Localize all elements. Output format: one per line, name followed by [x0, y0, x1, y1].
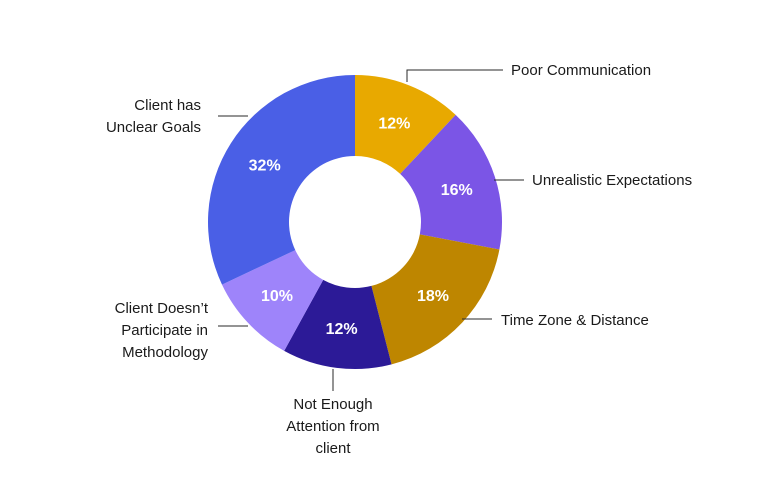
slice-client-doesn-t-participate-in-methodology: [221, 250, 324, 351]
percent-label-unrealistic-expectations: 16%: [441, 182, 473, 199]
category-label-line: Not Enough: [293, 396, 372, 413]
leader-lines-group: [218, 69, 524, 391]
category-label-line: Methodology: [122, 344, 208, 361]
category-label-client-doesn-t-participate-in-methodology: Client Doesn’t Participate in Methodology: [115, 300, 209, 361]
category-label-line: Time Zone & Distance: [501, 312, 649, 329]
percent-label-poor-communication: 12%: [378, 116, 410, 133]
category-labels-group: Poor Communication Unrealistic Expectatio…: [106, 62, 692, 457]
slice-client-has-unclear-goals: [207, 75, 355, 285]
leader-line-poor-communication: [406, 69, 503, 82]
category-label-time-zone-distance: Time Zone & Distance: [501, 312, 649, 329]
category-label-line: Participate in: [121, 322, 208, 339]
percent-labels-group: 12% 16% 18% 12% 10% 32%: [249, 116, 473, 339]
category-label-line: Client has: [134, 97, 201, 114]
category-label-not-enough-attention-from-client: Not Enough Attention from client: [286, 396, 379, 457]
category-label-client-has-unclear-goals: Client has Unclear Goals: [106, 97, 201, 136]
percent-label-time-zone-distance: 18%: [417, 288, 449, 305]
slice-poor-communication: [355, 75, 456, 174]
slice-unrealistic-expectations: [400, 114, 502, 250]
category-label-poor-communication: Poor Communication: [511, 62, 651, 79]
category-label-line: Attention from: [286, 418, 379, 435]
category-label-line: Unrealistic Expectations: [532, 172, 692, 189]
slices-group: [207, 75, 502, 369]
percent-label-client-has-unclear-goals: 32%: [249, 158, 281, 175]
slice-not-enough-attention-from-client: [284, 279, 392, 369]
category-label-line: client: [315, 440, 351, 457]
category-label-unrealistic-expectations: Unrealistic Expectations: [532, 172, 692, 189]
percent-label-not-enough-attention-from-client: 12%: [326, 321, 358, 338]
category-label-line: Client Doesn’t: [115, 300, 209, 317]
percent-label-client-doesn-t-participate-in-methodology: 10%: [261, 288, 293, 305]
slice-time-zone-distance: [371, 234, 500, 365]
category-label-line: Unclear Goals: [106, 119, 201, 136]
category-label-line: Poor Communication: [511, 62, 651, 79]
